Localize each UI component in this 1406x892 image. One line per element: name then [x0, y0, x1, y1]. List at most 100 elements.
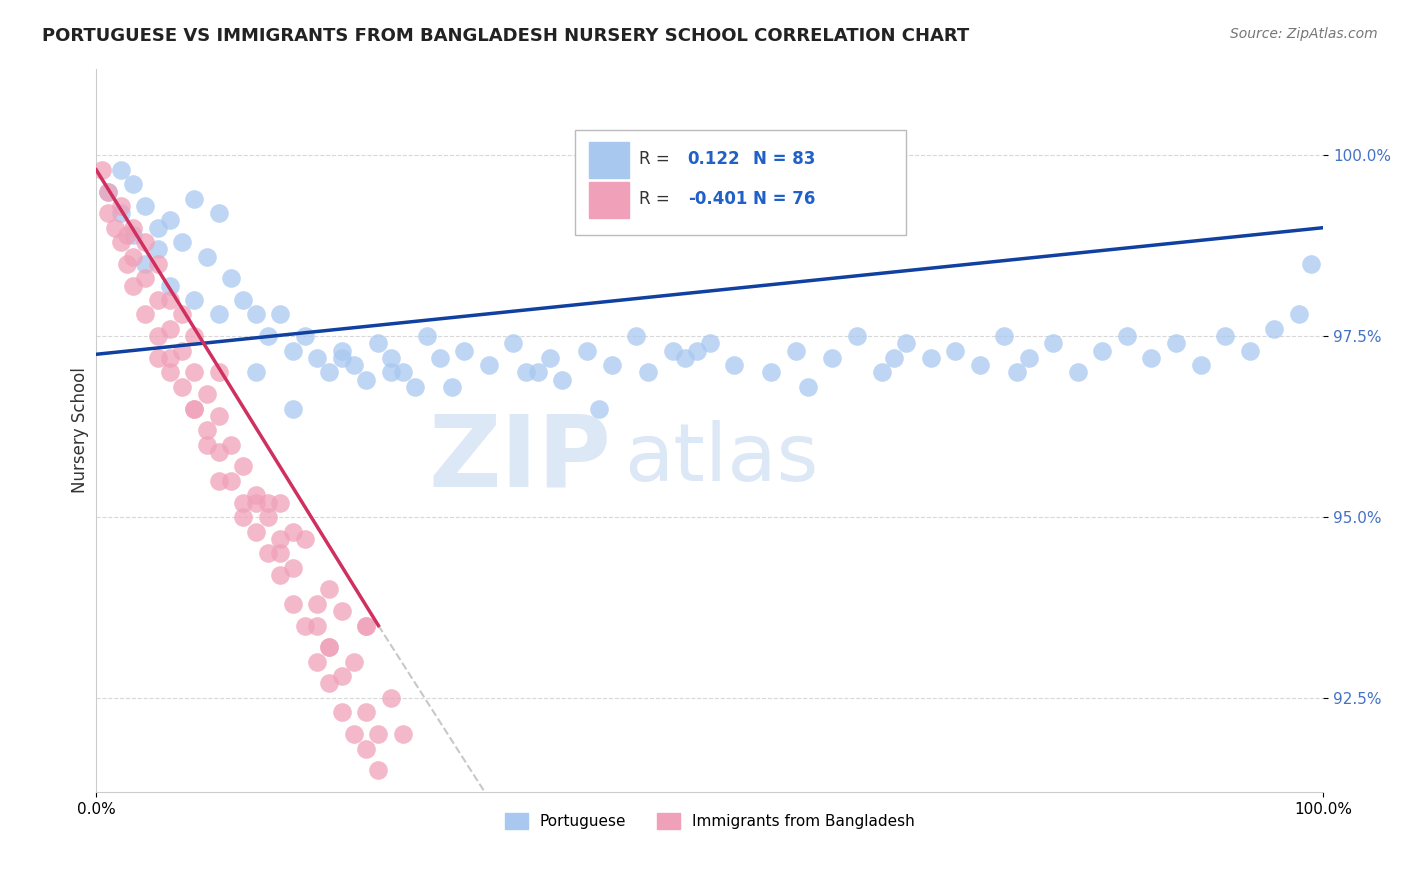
Point [281, 524, 304, 539]
Point [245, 524, 267, 539]
Point [502, 336, 524, 351]
Point [269, 308, 291, 322]
Point [404, 380, 426, 394]
Point [318, 676, 340, 690]
Point [318, 640, 340, 655]
Legend: Portuguese, Immigrants from Bangladesh: Portuguese, Immigrants from Bangladesh [499, 806, 921, 835]
Point [294, 618, 316, 632]
Point [686, 343, 709, 358]
Point [269, 495, 291, 509]
Point [673, 351, 696, 365]
Point [269, 568, 291, 582]
Point [232, 495, 254, 509]
Point [367, 764, 389, 778]
Point [1140, 351, 1163, 365]
Point [920, 351, 942, 365]
Point [392, 365, 415, 379]
Point [551, 373, 574, 387]
Point [797, 380, 820, 394]
Point [894, 336, 917, 351]
Point [367, 727, 389, 741]
Point [354, 741, 377, 756]
Point [281, 597, 304, 611]
Point [318, 582, 340, 597]
Point [159, 278, 181, 293]
Point [1213, 329, 1236, 343]
Point [146, 293, 169, 307]
Point [330, 343, 353, 358]
Point [245, 308, 267, 322]
Text: -0.401: -0.401 [688, 190, 747, 208]
Point [307, 618, 329, 632]
Point [453, 343, 475, 358]
Point [380, 365, 402, 379]
Point [195, 387, 218, 401]
Text: R =: R = [638, 150, 669, 168]
Point [576, 343, 599, 358]
Point [441, 380, 464, 394]
Point [354, 618, 377, 632]
Point [281, 343, 304, 358]
Point [146, 220, 169, 235]
Point [1116, 329, 1139, 343]
Point [1005, 365, 1028, 379]
Point [330, 351, 353, 365]
Point [195, 438, 218, 452]
Point [330, 706, 353, 720]
Y-axis label: Nursery School: Nursery School [72, 368, 89, 493]
Point [380, 690, 402, 705]
Point [637, 365, 659, 379]
Point [870, 365, 893, 379]
Point [993, 329, 1015, 343]
Point [172, 235, 194, 249]
Bar [589, 143, 628, 178]
Point [527, 365, 550, 379]
Point [110, 206, 132, 220]
Point [343, 358, 366, 372]
Point [245, 488, 267, 502]
Point [1018, 351, 1040, 365]
Text: PORTUGUESE VS IMMIGRANTS FROM BANGLADESH NURSERY SCHOOL CORRELATION CHART: PORTUGUESE VS IMMIGRANTS FROM BANGLADESH… [42, 27, 969, 45]
Point [354, 706, 377, 720]
Point [122, 178, 145, 192]
Point [122, 227, 145, 242]
Text: atlas: atlas [624, 420, 818, 498]
Point [104, 220, 127, 235]
Point [183, 401, 205, 416]
Point [846, 329, 869, 343]
Point [943, 343, 966, 358]
Point [759, 365, 782, 379]
Text: N = 83: N = 83 [752, 150, 815, 168]
Point [183, 401, 205, 416]
Text: 0.122: 0.122 [688, 150, 741, 168]
Point [281, 560, 304, 574]
Point [307, 655, 329, 669]
Point [1164, 336, 1187, 351]
Point [183, 293, 205, 307]
Point [183, 192, 205, 206]
Point [172, 343, 194, 358]
Point [1288, 308, 1310, 322]
Text: ZIP: ZIP [429, 410, 612, 508]
Point [1189, 358, 1212, 372]
Point [122, 220, 145, 235]
Point [219, 271, 242, 285]
Point [367, 336, 389, 351]
Point [1091, 343, 1114, 358]
Point [172, 308, 194, 322]
Point [97, 185, 120, 199]
Point [257, 495, 280, 509]
Point [134, 271, 156, 285]
Point [110, 235, 132, 249]
Point [478, 358, 501, 372]
Point [281, 401, 304, 416]
Point [97, 206, 120, 220]
Point [208, 206, 231, 220]
Point [318, 640, 340, 655]
Point [1263, 322, 1285, 336]
Point [232, 510, 254, 524]
Point [318, 365, 340, 379]
Point [624, 329, 647, 343]
Point [122, 278, 145, 293]
Point [343, 727, 366, 741]
